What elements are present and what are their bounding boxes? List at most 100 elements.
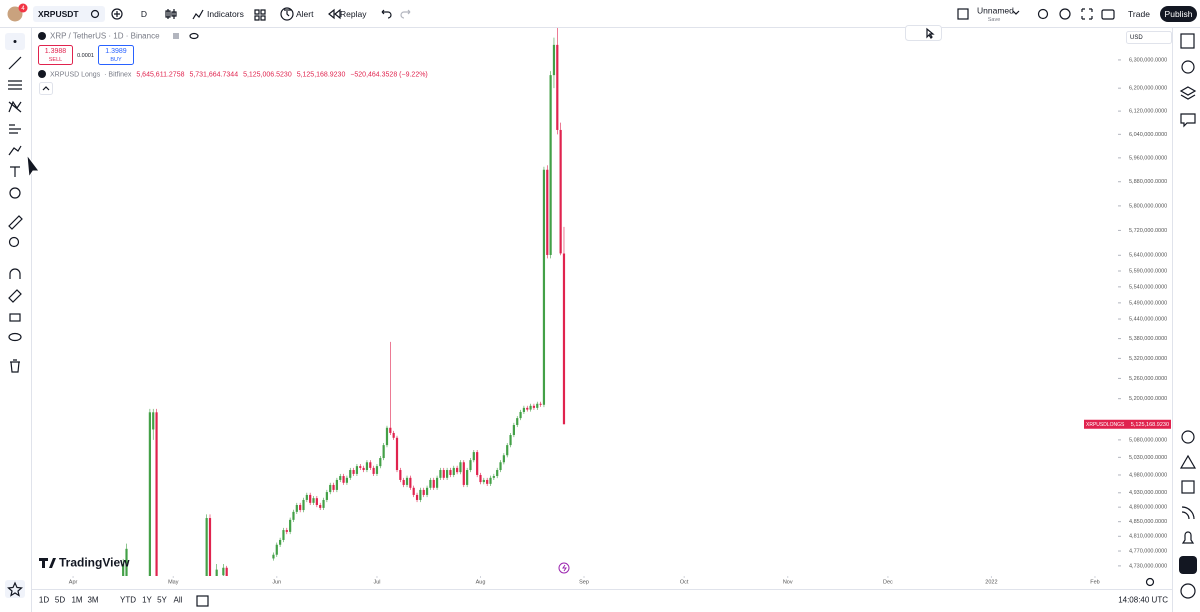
x-tick-label: Oct <box>680 579 689 585</box>
magnet-tool[interactable] <box>9 268 21 279</box>
delete-tool[interactable] <box>10 359 20 373</box>
sell-button[interactable] <box>38 45 73 65</box>
range-button[interactable]: 1Y <box>142 596 152 605</box>
sell-price[interactable]: 1.3988 <box>45 48 67 55</box>
floating-toolbar[interactable] <box>905 25 942 41</box>
search-icon[interactable] <box>1037 8 1049 20</box>
chat-icon[interactable] <box>1180 113 1196 128</box>
x-tick-label: Apr <box>69 579 78 585</box>
news-icon[interactable] <box>1181 506 1195 520</box>
currency-box[interactable] <box>1126 31 1172 44</box>
range-button[interactable]: 3M <box>87 596 98 605</box>
eye-icon[interactable] <box>90 9 100 19</box>
interval[interactable]: D <box>141 9 147 19</box>
alert-icon[interactable] <box>280 7 294 21</box>
data-icon[interactable] <box>1179 86 1197 100</box>
select-icon[interactable] <box>926 27 935 39</box>
ruler-tool[interactable] <box>8 215 23 230</box>
favorites-button[interactable] <box>5 580 25 598</box>
y-tick-label: 5,540,000.0000 <box>1129 284 1167 290</box>
buy-price[interactable]: 1.3989 <box>105 48 127 55</box>
help-icon[interactable] <box>1180 583 1196 599</box>
hide-tool[interactable] <box>8 332 22 342</box>
remove-symbol[interactable] <box>38 32 46 40</box>
range-button[interactable]: 5Y <box>157 596 167 605</box>
apps-button[interactable] <box>1179 556 1197 574</box>
replay-button[interactable]: Replay <box>340 9 367 19</box>
alert-button[interactable]: Alert <box>296 9 314 19</box>
layout-checkbox[interactable] <box>957 8 969 20</box>
layouts-icon[interactable] <box>254 9 266 21</box>
range-button[interactable]: 1D <box>39 596 49 605</box>
snapshot-icon[interactable] <box>1101 9 1115 20</box>
candle-body <box>399 470 402 480</box>
range-button[interactable]: 5D <box>55 596 65 605</box>
add-icon[interactable] <box>111 8 123 20</box>
candle-body <box>295 505 298 512</box>
save-label[interactable]: Save <box>988 17 1001 23</box>
replay-icon[interactable] <box>328 8 341 20</box>
pattern-tool[interactable] <box>8 100 22 113</box>
candle-body <box>489 477 492 484</box>
ideas-icon[interactable] <box>1179 454 1197 469</box>
candle-body <box>462 462 465 485</box>
collapse-legend[interactable] <box>39 82 53 95</box>
calendar-icon[interactable] <box>1181 480 1195 494</box>
currency[interactable]: USD <box>1130 35 1143 41</box>
layout-menu[interactable] <box>1012 10 1020 15</box>
indicators-button[interactable]: Indicators <box>207 9 244 19</box>
goto-date-icon[interactable] <box>196 595 209 607</box>
x-tick-label: 2022 <box>985 579 997 585</box>
publish-button[interactable] <box>1160 6 1197 22</box>
lock-drawings[interactable] <box>8 289 22 303</box>
trend-line-tool[interactable] <box>8 56 22 70</box>
zoom-tool[interactable] <box>8 236 20 248</box>
clock[interactable]: 14:08:40 UTC <box>1118 596 1168 605</box>
candle-body <box>355 466 359 474</box>
buy-label[interactable]: BUY <box>110 57 122 63</box>
range-button[interactable]: All <box>174 596 183 605</box>
range-button[interactable]: YTD <box>120 596 136 605</box>
fullscreen-icon[interactable] <box>1081 8 1093 20</box>
brush-tool[interactable] <box>8 145 22 156</box>
range-button[interactable]: 1M <box>71 596 82 605</box>
publish-label[interactable]: Publish <box>1165 9 1193 19</box>
candle-body <box>509 435 512 446</box>
candle-body <box>452 467 455 475</box>
y-tick-label: 6,300,000.0000 <box>1129 57 1167 63</box>
chart-type-icon[interactable] <box>165 9 177 19</box>
candle-body <box>215 569 218 576</box>
remove-study[interactable] <box>38 70 46 78</box>
symbol-box[interactable] <box>33 6 105 22</box>
trade-button[interactable]: Trade <box>1128 9 1150 19</box>
forecast-tool[interactable] <box>9 124 21 134</box>
cursor-icon[interactable] <box>13 40 17 43</box>
alerts-icon[interactable] <box>1181 60 1195 74</box>
redo-icon[interactable] <box>400 9 411 19</box>
candle-body <box>275 544 278 555</box>
settings-icon[interactable] <box>1059 8 1071 20</box>
notifications-icon[interactable] <box>1181 531 1195 544</box>
target-icon[interactable] <box>1181 430 1195 444</box>
undo-icon[interactable] <box>381 9 392 19</box>
sell-label[interactable]: SELL <box>49 57 62 63</box>
indicators-icon[interactable] <box>192 9 204 20</box>
axes: 6,300,000.0000 6,200,000.0000 6,120,000.00… <box>69 57 1171 585</box>
symbol[interactable]: XRPUSDT <box>38 9 79 19</box>
candle-body <box>496 470 499 477</box>
watchlist-icon[interactable] <box>1180 33 1195 49</box>
bottom-bar: 14:08:40 UTC 1D 5D 1M 3M YTD 1Y 5Y All <box>39 595 1168 607</box>
text-tool[interactable] <box>10 166 20 177</box>
flag-icon[interactable] <box>173 33 179 39</box>
fib-tool[interactable] <box>8 80 22 90</box>
y-tick-label: 5,080,000.0000 <box>1129 437 1167 443</box>
lock-tool[interactable] <box>9 313 21 322</box>
layout-name[interactable]: Unnamed <box>977 5 1014 15</box>
y-tick-label: 5,720,000.0000 <box>1129 228 1167 234</box>
axis-settings[interactable] <box>1145 577 1155 587</box>
visibility-icon[interactable] <box>189 32 199 40</box>
emoji-tool[interactable] <box>9 187 21 199</box>
buy-button[interactable] <box>98 45 134 65</box>
avatar[interactable] <box>7 6 23 22</box>
